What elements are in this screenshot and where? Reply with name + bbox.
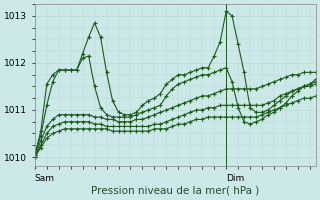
X-axis label: Pression niveau de la mer( hPa ): Pression niveau de la mer( hPa ) <box>91 186 260 196</box>
